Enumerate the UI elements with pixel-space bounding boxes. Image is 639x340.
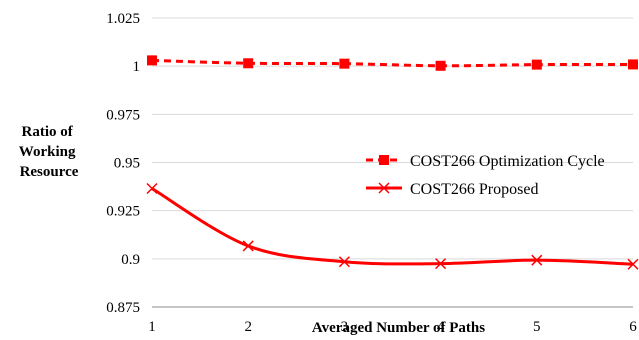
x-tick-label: 2 bbox=[244, 319, 252, 335]
data-point-x bbox=[338, 256, 350, 268]
x-axis-title: Averaged Number of Paths bbox=[312, 320, 485, 336]
y-tick-label: 0.9 bbox=[121, 252, 140, 268]
y-tick-label: 0.975 bbox=[106, 107, 140, 123]
data-point-x bbox=[146, 182, 158, 195]
data-point-square bbox=[243, 58, 254, 69]
x-tick-label: 5 bbox=[533, 319, 541, 335]
data-point-square bbox=[339, 58, 350, 69]
y-tick-label: 0.95 bbox=[114, 156, 140, 172]
x-tick-label: 3 bbox=[341, 319, 349, 335]
y-axis-title-line-3: Resource bbox=[20, 164, 79, 180]
x-tick-labels: 1 2 3 4 5 6 bbox=[148, 319, 637, 335]
x-tick-label: 4 bbox=[437, 319, 445, 335]
gridlines bbox=[152, 17, 633, 260]
data-point-square bbox=[531, 59, 542, 70]
legend-label: COST266 Optimization Cycle bbox=[410, 153, 605, 170]
legend-marker-square bbox=[379, 155, 389, 165]
series-lines bbox=[146, 55, 639, 270]
legend-label: COST266 Proposed bbox=[410, 181, 538, 198]
y-tick-labels: 0.875 0.9 0.925 0.95 0.975 1 1.025 bbox=[106, 11, 140, 316]
y-tick-label: 0.925 bbox=[106, 204, 140, 220]
y-tick-label: 0.875 bbox=[106, 300, 140, 316]
legend-marker-x bbox=[378, 182, 390, 194]
data-point-x bbox=[435, 258, 447, 270]
y-tick-label: 1 bbox=[133, 59, 141, 75]
y-axis-title-line-2: Working bbox=[19, 144, 76, 160]
data-point-square bbox=[628, 59, 638, 70]
legend-item-proposed: COST266 Proposed bbox=[366, 181, 538, 198]
data-point-x bbox=[242, 240, 254, 252]
series-line-1 bbox=[151, 58, 634, 68]
data-point-x bbox=[627, 258, 639, 270]
data-point-square bbox=[435, 60, 446, 71]
data-point-x bbox=[531, 254, 543, 266]
data-point-square bbox=[147, 55, 157, 66]
legend: COST266 Optimization Cycle COST266 Propo… bbox=[366, 153, 605, 198]
x-tick-label: 1 bbox=[148, 319, 156, 335]
y-axis-title: Ratio of Working Resource bbox=[19, 124, 79, 180]
legend-item-optimization-cycle: COST266 Optimization Cycle bbox=[366, 153, 605, 170]
y-tick-label: 1.025 bbox=[106, 11, 140, 27]
x-tick-label: 6 bbox=[629, 319, 637, 335]
y-axis-title-line-1: Ratio of bbox=[22, 124, 74, 140]
series-line-2 bbox=[151, 187, 634, 266]
